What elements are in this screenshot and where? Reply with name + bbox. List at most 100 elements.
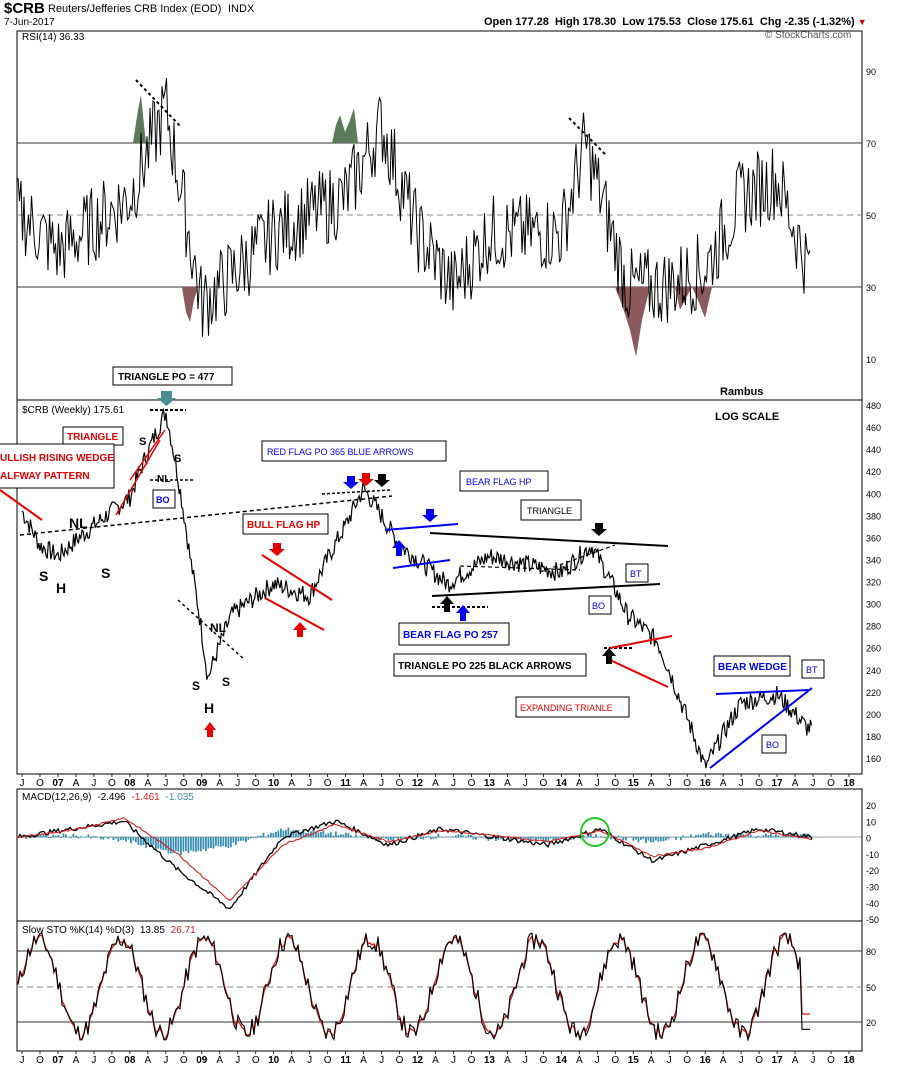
x-tick-label: A bbox=[288, 1055, 295, 1066]
price-tick-label: 300 bbox=[866, 600, 881, 610]
red-wedge-lower bbox=[115, 439, 161, 516]
open-label: Open bbox=[484, 16, 513, 28]
price-tick-label: 420 bbox=[866, 467, 881, 477]
macd-hist-bar bbox=[42, 834, 45, 838]
x-tick-label: O bbox=[611, 1055, 619, 1066]
macd-hist-bar bbox=[122, 837, 125, 841]
macd-hist-bar bbox=[167, 837, 170, 854]
macd-hist-bar bbox=[447, 836, 450, 838]
macd-hist-bar bbox=[735, 834, 737, 838]
price-tick-label: 180 bbox=[866, 732, 881, 742]
macd-hist-bar bbox=[527, 837, 530, 840]
neckline-label-top: NL bbox=[157, 474, 170, 485]
x-tick-label: O bbox=[324, 778, 332, 789]
x-tick-label: 13 bbox=[484, 1055, 496, 1066]
macd-hist-bar bbox=[545, 837, 547, 842]
macd-hist-bar bbox=[187, 837, 190, 854]
x-tick-label: 16 bbox=[700, 1055, 712, 1066]
bear-wedge-lower bbox=[709, 687, 813, 769]
macd-hist-bar bbox=[212, 837, 215, 849]
macd-hist-bar bbox=[92, 835, 95, 838]
rsi-tick-labels: 90 70 50 30 10 bbox=[866, 67, 876, 365]
macd-hist-bar bbox=[115, 837, 117, 839]
x-tick-label: J bbox=[523, 778, 528, 789]
x-tick-label: 09 bbox=[196, 1055, 208, 1066]
x-tick-label: O bbox=[683, 778, 691, 789]
black-down-arrow-icon-2 bbox=[591, 523, 607, 536]
macd-hist-bar bbox=[347, 832, 350, 838]
macd-hist-bar bbox=[757, 835, 760, 838]
macd-hist-bar bbox=[485, 837, 487, 839]
macd-hist-bar bbox=[135, 837, 137, 843]
price-legend: $CRB (Weekly) 175.61 bbox=[22, 405, 125, 416]
x-tick-label: O bbox=[252, 778, 260, 789]
price-tick-label: 280 bbox=[866, 622, 881, 632]
bear-flag-hp-box bbox=[459, 470, 549, 492]
macd-hist-bar bbox=[740, 833, 742, 838]
x-tick-label: J bbox=[379, 778, 384, 789]
macd-hist-bar bbox=[425, 837, 427, 839]
black-down-arrow-icon-1 bbox=[374, 474, 390, 487]
price-tick-label: 400 bbox=[866, 489, 881, 499]
macd-tick-label: -30 bbox=[866, 883, 879, 893]
x-tick-label: O bbox=[539, 1055, 547, 1066]
x-tick-label: A bbox=[504, 1055, 511, 1066]
macd-hist-bar bbox=[265, 836, 267, 838]
teal-down-arrow-icon bbox=[157, 391, 176, 406]
chart-date: 7-Jun-2017 bbox=[4, 17, 55, 28]
red-down-arrow-icon-2 bbox=[358, 473, 374, 486]
macd-hist-bar bbox=[805, 833, 807, 838]
chart-name: Reuters/Jefferies CRB Index (EOD) bbox=[48, 3, 222, 15]
macd-hist-bar bbox=[427, 836, 430, 838]
macd-hist-bar bbox=[165, 837, 167, 850]
macd-hist-bar bbox=[222, 837, 225, 847]
triangle-po-225-label: TRIANGLE PO 225 BLACK ARROWS bbox=[398, 661, 572, 672]
macd-hist-bar bbox=[775, 834, 777, 838]
macd-hist-bar bbox=[87, 834, 90, 838]
macd-hist-bar bbox=[457, 834, 460, 838]
macd-hist-bar bbox=[292, 830, 295, 838]
macd-hist-bar bbox=[780, 837, 782, 838]
macd-tick-label: 20 bbox=[866, 801, 876, 811]
expanding-triangle-label: EXPANDING TRIANLE bbox=[520, 703, 613, 713]
macd-hist-bar bbox=[675, 837, 677, 840]
macd-hist-bar bbox=[80, 836, 82, 838]
macd-hist-bar bbox=[442, 836, 445, 838]
red-down-arrow-icon-flag1 bbox=[269, 543, 285, 556]
macd-value: -2.496 bbox=[97, 792, 126, 803]
macd-hist-bar bbox=[55, 835, 57, 838]
x-tick-label: A bbox=[504, 778, 511, 789]
triangle-box-2 bbox=[520, 499, 582, 521]
x-tick-label: 15 bbox=[628, 778, 640, 789]
macd-hist-bar bbox=[90, 837, 92, 839]
x-tick-label: J bbox=[20, 778, 25, 789]
bo-box-2008 bbox=[152, 489, 176, 509]
triangle-lower bbox=[431, 583, 661, 597]
red-flag-box bbox=[261, 440, 447, 462]
macd-hist-bar bbox=[587, 835, 590, 838]
macd-hist-bar bbox=[632, 837, 635, 841]
x-tick-label: 08 bbox=[124, 778, 136, 789]
rsi-trendline-2008 bbox=[135, 79, 182, 128]
x-tick-label: 15 bbox=[628, 1055, 640, 1066]
macd-hist-bar bbox=[325, 834, 327, 838]
macd-hist-bar bbox=[685, 837, 687, 838]
macd-hist-bar bbox=[700, 834, 702, 838]
macd-hist-bar bbox=[747, 833, 750, 838]
macd-hist-bar bbox=[140, 837, 142, 846]
bt-label-2015: BT bbox=[630, 569, 642, 579]
macd-hist-bar bbox=[605, 837, 607, 838]
x-tick-label: O bbox=[180, 778, 188, 789]
macd-hist-bar bbox=[100, 837, 102, 840]
macd-hist-bar bbox=[220, 837, 222, 847]
chart-symbol: $CRB bbox=[4, 0, 45, 17]
triangle-po-label: TRIANGLE PO = 477 bbox=[118, 372, 215, 383]
macd-hist-bar bbox=[52, 834, 55, 838]
x-tick-label: O bbox=[827, 1055, 835, 1066]
x-tick-label: O bbox=[252, 1055, 260, 1066]
macd-hist-bar bbox=[147, 837, 150, 845]
macd-hist-bar bbox=[105, 836, 107, 838]
macd-hist-bar bbox=[67, 836, 70, 838]
macd-hist-bar bbox=[702, 833, 705, 838]
